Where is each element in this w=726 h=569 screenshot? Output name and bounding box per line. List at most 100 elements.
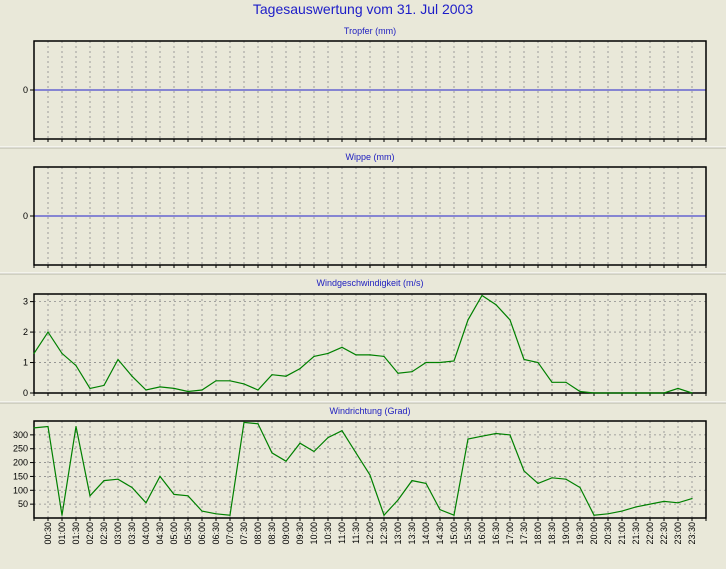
y-tick-label: 250	[13, 444, 28, 454]
data-point	[201, 389, 203, 391]
data-point	[649, 503, 651, 505]
data-point	[243, 383, 245, 385]
data-point	[313, 355, 315, 358]
data-point	[579, 390, 581, 393]
data-point	[61, 514, 63, 516]
data-point	[439, 361, 441, 364]
x-tick-label: 04:30	[155, 522, 165, 545]
x-tick-label: 05:30	[183, 522, 193, 545]
data-point	[187, 495, 189, 497]
x-tick-label: 05:00	[169, 522, 179, 545]
data-point	[383, 514, 385, 516]
data-point	[621, 392, 623, 394]
y-tick-label: 1	[23, 358, 28, 368]
data-point	[551, 477, 553, 479]
data-point	[397, 499, 399, 501]
data-point	[481, 435, 483, 437]
data-point	[159, 386, 161, 388]
x-tick-label: 15:30	[463, 522, 473, 545]
x-tick-label: 15:00	[449, 522, 459, 545]
data-point	[425, 361, 427, 364]
x-tick-label: 16:30	[491, 522, 501, 545]
chart-panel-4: Windrichtung (Grad) 50 100 150 200 250 300	[13, 406, 707, 521]
x-tick-label: 08:30	[267, 522, 277, 545]
data-point	[565, 478, 567, 480]
data-point	[453, 360, 455, 362]
data-point	[117, 358, 119, 361]
y-tick-label: 300	[13, 430, 28, 440]
panel-title: Wippe (mm)	[346, 152, 395, 162]
data-point	[607, 392, 609, 394]
x-tick-label: 07:00	[225, 522, 235, 545]
x-tick-label: 22:00	[645, 522, 655, 545]
data-point	[271, 374, 273, 376]
panel-title: Windrichtung (Grad)	[329, 406, 410, 416]
x-tick-label: 14:30	[435, 522, 445, 545]
series-line	[33, 421, 693, 517]
data-point	[691, 498, 693, 500]
data-point	[75, 364, 77, 367]
x-tick-label: 20:30	[603, 522, 613, 545]
data-point	[355, 354, 357, 356]
data-point	[551, 381, 553, 383]
x-tick-label: 23:30	[687, 522, 697, 545]
data-point	[495, 432, 497, 435]
x-tick-label: 17:00	[505, 522, 515, 545]
data-point	[173, 387, 175, 390]
data-point	[537, 361, 539, 364]
data-point	[299, 368, 301, 370]
x-tick-label: 19:30	[575, 522, 585, 545]
x-tick-label: 10:30	[323, 522, 333, 545]
data-point	[677, 502, 679, 504]
y-tick-label: 2	[23, 327, 28, 337]
x-tick-label: 19:00	[561, 522, 571, 545]
data-point	[523, 470, 525, 472]
x-tick-label: 02:30	[99, 522, 109, 545]
data-point	[257, 389, 259, 391]
x-tick-label: 09:30	[295, 522, 305, 545]
x-tick-label: 00:30	[43, 522, 53, 545]
data-point	[327, 352, 329, 354]
x-tick-label: 20:00	[589, 522, 599, 545]
x-tick-label: 10:00	[309, 522, 319, 545]
x-tick-label: 12:30	[379, 522, 389, 545]
data-point	[439, 509, 441, 511]
x-tick-label: 07:30	[239, 522, 249, 545]
data-point	[75, 425, 77, 428]
data-point	[523, 358, 525, 361]
panel-title: Windgeschwindigkeit (m/s)	[316, 278, 423, 288]
x-tick-label: 23:00	[673, 522, 683, 545]
data-point	[411, 479, 413, 482]
data-point	[89, 387, 91, 390]
data-point	[593, 392, 595, 394]
data-point	[593, 514, 595, 516]
x-tick-label: 09:00	[281, 522, 291, 545]
data-point	[47, 425, 49, 428]
data-point	[663, 500, 665, 502]
data-point	[33, 352, 35, 354]
data-point	[285, 375, 287, 377]
data-point	[537, 482, 539, 484]
data-point	[635, 506, 637, 508]
x-tick-label: 01:30	[71, 522, 81, 545]
data-point	[103, 384, 105, 386]
data-point	[341, 430, 343, 432]
data-point	[47, 331, 49, 333]
data-point	[677, 387, 679, 390]
data-point	[257, 423, 259, 425]
panel-title: Tropfer (mm)	[344, 26, 396, 36]
data-point	[481, 294, 483, 297]
x-tick-label: 12:00	[365, 522, 375, 545]
data-point	[327, 437, 329, 439]
x-tick-label: 16:00	[477, 522, 487, 545]
data-point	[131, 375, 133, 377]
data-point	[411, 371, 413, 373]
data-point	[103, 479, 105, 482]
x-tick-label: 18:30	[547, 522, 557, 545]
data-point	[33, 427, 35, 429]
data-point	[145, 502, 147, 504]
data-point	[509, 319, 511, 321]
data-point	[453, 514, 455, 516]
